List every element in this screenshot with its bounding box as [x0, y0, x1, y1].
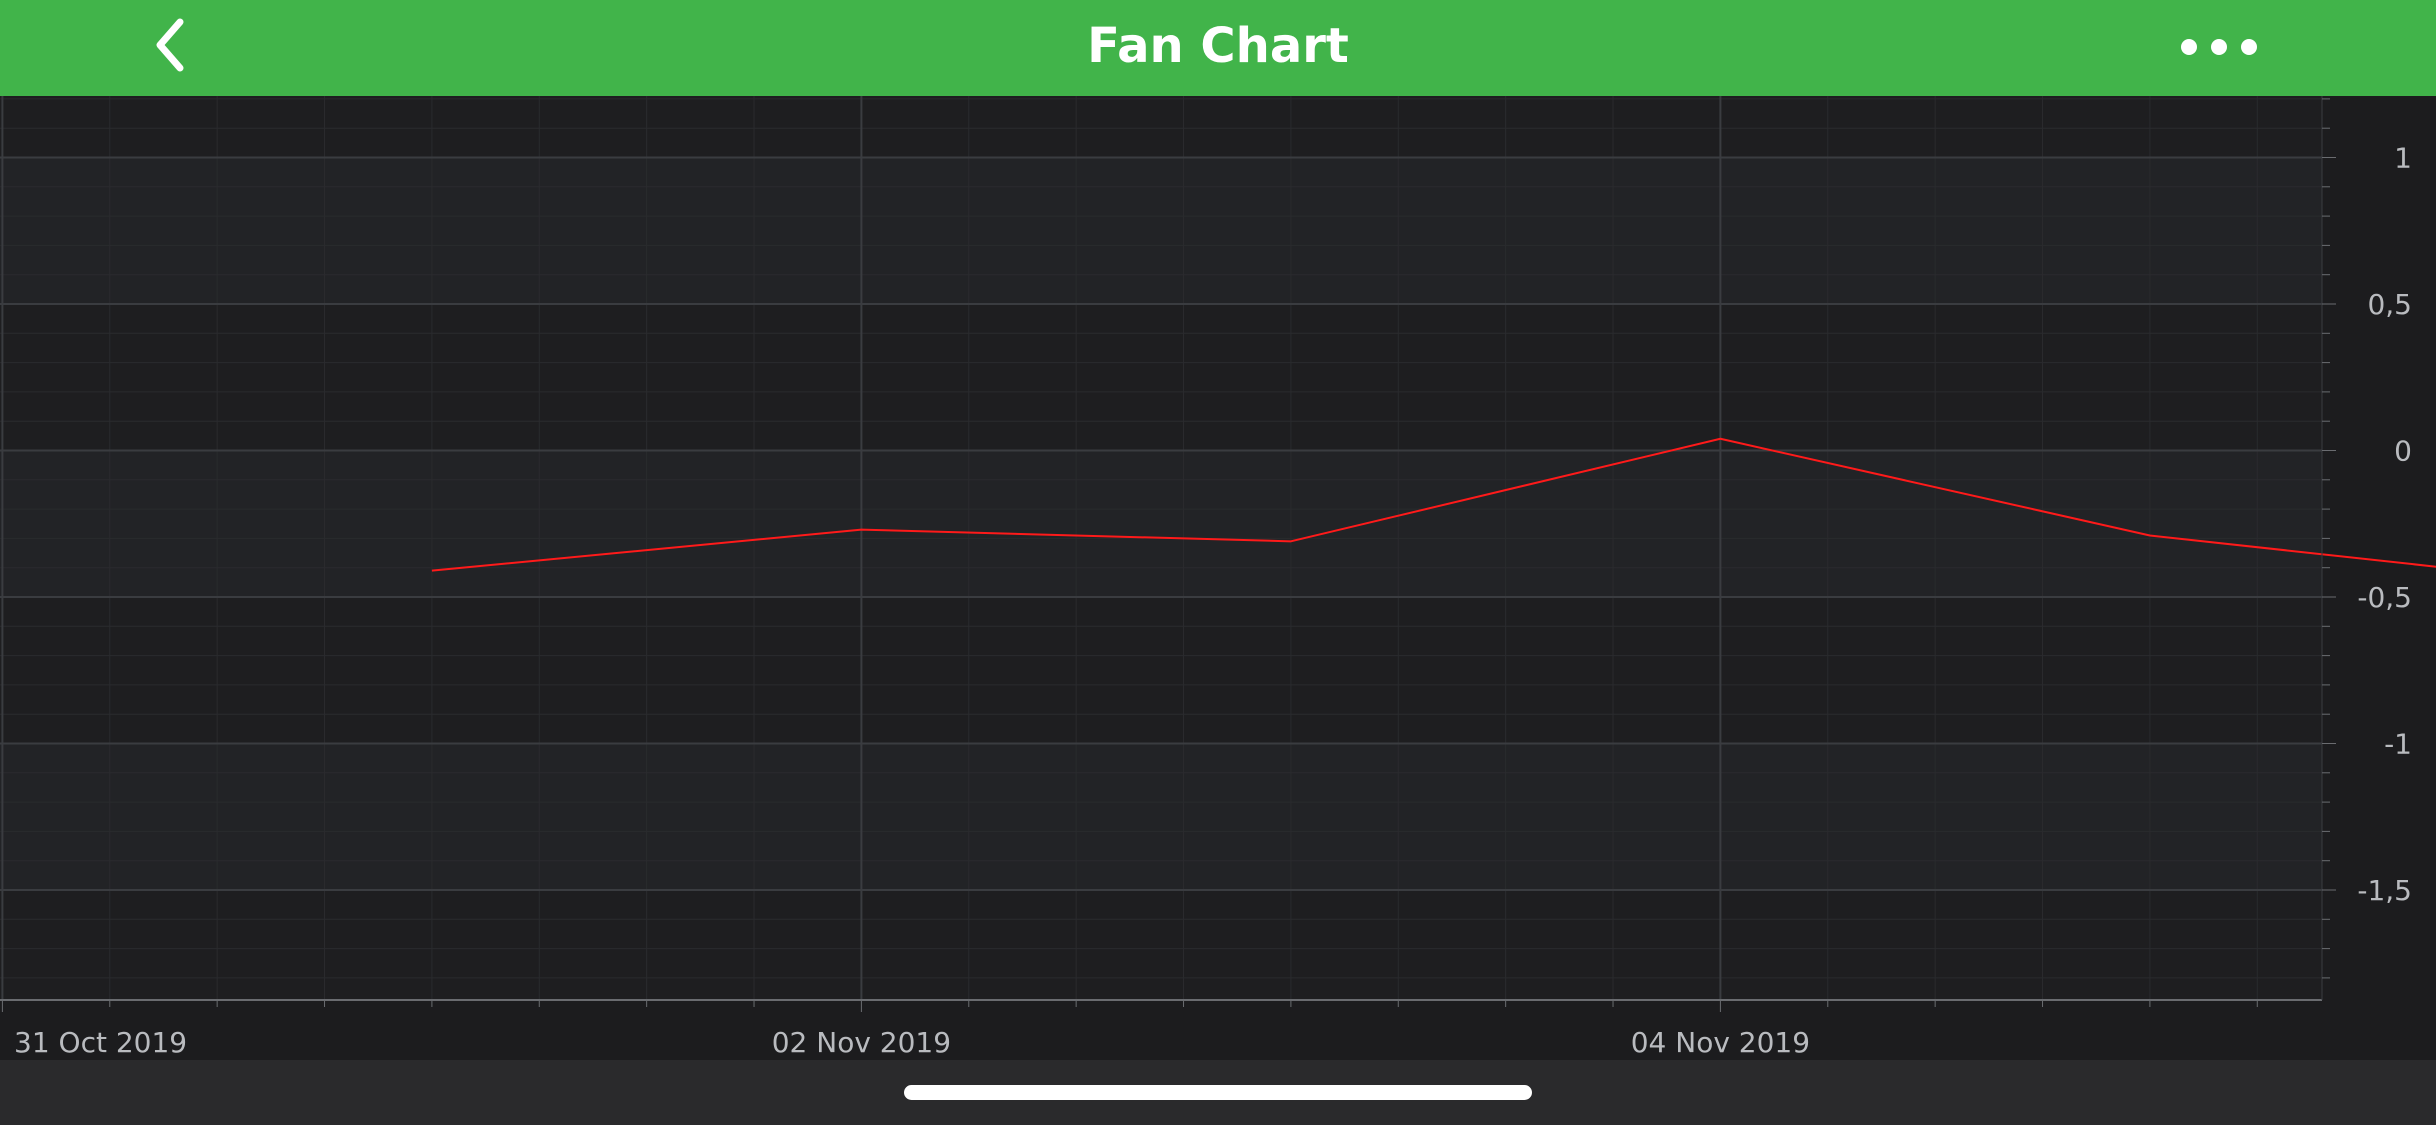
- series-lines: [431, 437, 2436, 572]
- grid-band: [0, 157, 2322, 304]
- y-tick-label: 0,5: [2367, 288, 2412, 321]
- back-button[interactable]: [140, 12, 210, 82]
- major-gridlines: [0, 96, 2322, 1000]
- y-tick-label: 1: [2394, 142, 2412, 175]
- grid-band: [0, 304, 2322, 451]
- grid-band: [0, 96, 2322, 158]
- home-indicator[interactable]: [904, 1085, 1532, 1100]
- x-tick-label: 04 Nov 2019: [1631, 1026, 1810, 1059]
- more-button[interactable]: [2170, 22, 2270, 72]
- y-tick-label: 0: [2394, 435, 2412, 468]
- page-title: Fan Chart: [1087, 18, 1349, 74]
- navigation-bar: Fan Chart: [0, 0, 2436, 96]
- x-tick-label: 31 Oct 2019: [14, 1026, 187, 1059]
- y-tick-label: -1,5: [2357, 874, 2412, 907]
- grid-band: [0, 890, 2322, 1000]
- y-tick-label: -1: [2384, 728, 2412, 761]
- grid-band: [0, 450, 2322, 597]
- grid-band: [0, 743, 2322, 890]
- actual-line: [431, 437, 2436, 572]
- grid-band: [0, 597, 2322, 744]
- y-tick-label: -0,5: [2357, 581, 2412, 614]
- grid-bands: [0, 96, 2322, 1000]
- axes: [0, 96, 2336, 1012]
- x-tick-label: 02 Nov 2019: [772, 1026, 951, 1059]
- chevron-left-icon: [156, 18, 184, 72]
- more-horizontal-icon: [2181, 39, 2257, 55]
- y-axis-labels: 1 0,5 0 -0,5 -1 -1,5: [2357, 142, 2412, 908]
